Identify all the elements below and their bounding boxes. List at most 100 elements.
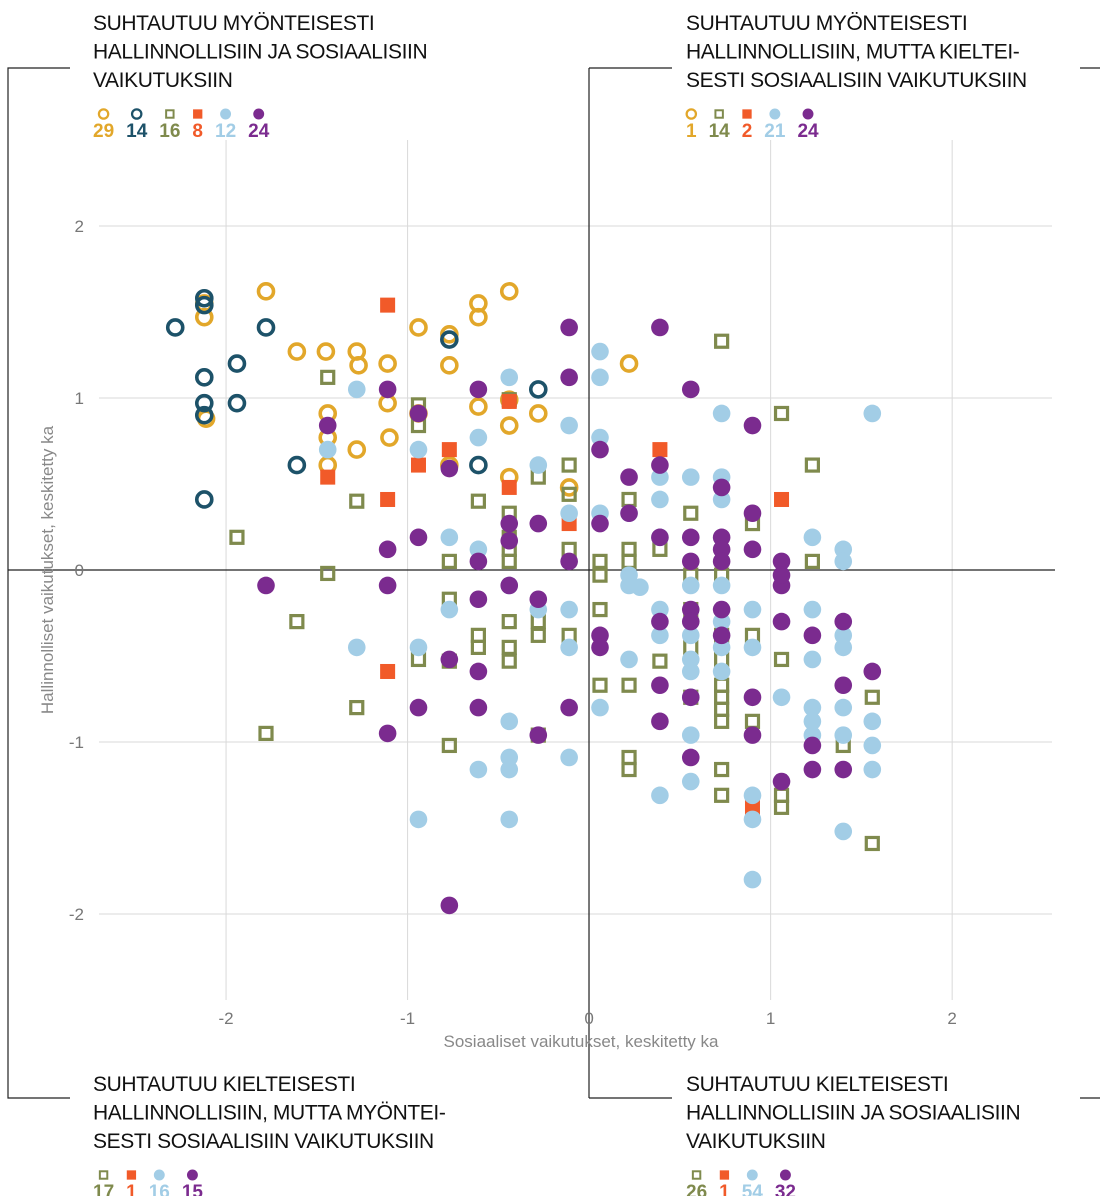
- point: [591, 368, 609, 387]
- point: [651, 490, 669, 509]
- point: [409, 440, 428, 459]
- legend-count: 15: [182, 1182, 204, 1196]
- point: [257, 576, 275, 595]
- legend-symbol: [685, 108, 698, 120]
- legend-symbol: [130, 108, 143, 120]
- point: [714, 689, 730, 705]
- point: [619, 354, 639, 373]
- legend-item: 1: [685, 108, 698, 142]
- point: [560, 504, 578, 523]
- x-tick-label: -2: [219, 1009, 234, 1028]
- point: [289, 613, 305, 630]
- point: [440, 330, 459, 349]
- point: [320, 369, 336, 385]
- legend-symbol: [714, 109, 724, 119]
- point: [591, 626, 609, 645]
- point: [500, 514, 519, 533]
- point: [378, 380, 397, 399]
- point: [501, 553, 517, 570]
- legend-item: 8: [192, 109, 203, 142]
- point: [681, 626, 700, 645]
- point: [528, 404, 548, 423]
- point: [470, 639, 486, 656]
- point: [743, 786, 762, 805]
- legend-symbol: [691, 1170, 702, 1180]
- point: [287, 342, 307, 361]
- point: [378, 540, 397, 559]
- point: [834, 760, 853, 779]
- legend-symbol: [126, 1170, 137, 1180]
- point: [470, 493, 486, 509]
- point: [803, 736, 822, 755]
- point: [409, 810, 428, 829]
- point: [194, 368, 214, 387]
- point: [651, 528, 669, 547]
- point: [743, 504, 762, 523]
- legend-item: 2: [742, 109, 753, 142]
- point: [681, 528, 700, 547]
- point: [469, 307, 488, 327]
- legend-count: 54: [742, 1182, 764, 1196]
- legend-item: 17: [93, 1170, 114, 1196]
- y-axis-title: Hallinnolliset vaikutukset, keskitetty k…: [38, 425, 57, 714]
- legend-count: 26: [686, 1182, 707, 1196]
- y-tick-label: 2: [75, 217, 84, 236]
- point: [743, 600, 762, 619]
- point: [318, 440, 337, 459]
- legend-count: 16: [159, 121, 180, 142]
- legend-count: 24: [248, 121, 270, 142]
- point: [681, 662, 700, 681]
- point: [714, 787, 730, 803]
- point: [469, 552, 488, 571]
- point: [561, 486, 577, 502]
- point: [773, 405, 790, 422]
- point: [560, 698, 578, 717]
- point: [773, 787, 790, 803]
- point: [194, 405, 214, 425]
- point: [773, 799, 790, 815]
- point: [380, 663, 396, 679]
- point: [469, 455, 488, 475]
- point: [499, 282, 519, 301]
- x-tick-label: -1: [400, 1009, 415, 1028]
- point: [591, 514, 609, 533]
- point: [530, 627, 546, 643]
- point: [681, 650, 700, 669]
- quadrant-title: SUHTAUTUU KIELTEISESTI: [686, 1073, 948, 1096]
- legend-item: 1: [719, 1170, 730, 1196]
- point: [652, 442, 668, 458]
- point: [194, 490, 214, 509]
- legend-count: 1: [686, 121, 697, 142]
- point: [714, 713, 730, 729]
- legend-count: 2: [742, 121, 753, 142]
- x-tick-label: 0: [584, 1009, 593, 1028]
- point: [712, 600, 731, 619]
- point: [529, 456, 548, 474]
- point: [681, 380, 700, 399]
- point: [681, 468, 700, 486]
- point: [258, 725, 274, 742]
- point: [440, 600, 459, 619]
- point: [863, 736, 882, 755]
- point: [194, 393, 214, 413]
- point: [681, 552, 700, 571]
- point: [194, 295, 214, 315]
- point: [712, 528, 731, 547]
- point: [469, 662, 488, 681]
- point: [560, 638, 578, 657]
- point: [499, 416, 519, 435]
- legend-symbol: [742, 109, 752, 119]
- point: [714, 677, 730, 693]
- legend-count: 14: [709, 121, 731, 142]
- point: [287, 455, 307, 475]
- point: [681, 748, 700, 767]
- legend-item: 26: [686, 1170, 707, 1196]
- point: [441, 737, 457, 754]
- x-tick-label: 2: [947, 1009, 956, 1028]
- point: [683, 505, 699, 521]
- point: [409, 318, 428, 337]
- point: [500, 760, 519, 779]
- y-tick-label: -2: [69, 905, 84, 924]
- legend-symbol: [746, 1169, 758, 1181]
- point: [347, 440, 367, 459]
